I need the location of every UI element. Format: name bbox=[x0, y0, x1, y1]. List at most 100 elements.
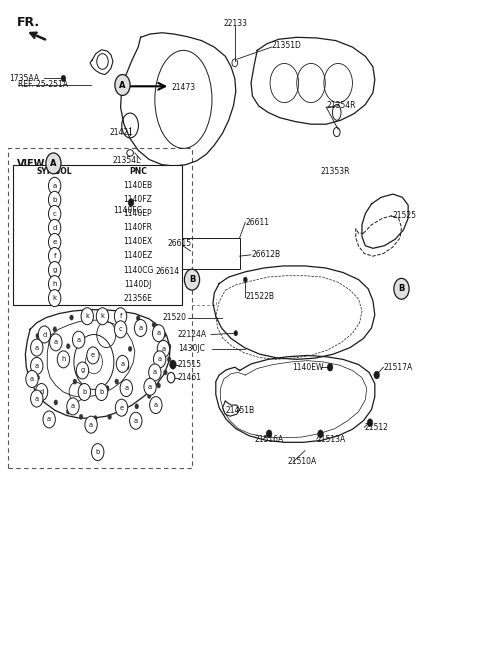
Circle shape bbox=[26, 371, 38, 388]
Text: a: a bbox=[124, 385, 128, 391]
Circle shape bbox=[108, 414, 111, 419]
Text: B: B bbox=[398, 284, 405, 293]
Text: 21353R: 21353R bbox=[321, 167, 350, 176]
Text: 26614: 26614 bbox=[156, 268, 180, 276]
Circle shape bbox=[169, 360, 176, 369]
Circle shape bbox=[78, 384, 91, 401]
Text: B: B bbox=[189, 275, 195, 284]
Circle shape bbox=[167, 344, 171, 349]
Circle shape bbox=[184, 269, 200, 290]
Circle shape bbox=[31, 390, 43, 407]
Text: 1140EW: 1140EW bbox=[292, 363, 324, 372]
Circle shape bbox=[130, 412, 142, 429]
Circle shape bbox=[103, 311, 107, 316]
Circle shape bbox=[96, 384, 108, 401]
Text: a: a bbox=[161, 346, 166, 352]
Circle shape bbox=[105, 386, 109, 391]
Text: k: k bbox=[100, 314, 105, 319]
Circle shape bbox=[76, 362, 89, 379]
Text: 1140EX: 1140EX bbox=[123, 237, 153, 247]
Circle shape bbox=[394, 278, 409, 299]
Circle shape bbox=[72, 331, 85, 348]
Circle shape bbox=[70, 315, 73, 320]
Circle shape bbox=[134, 319, 147, 337]
Text: 21451B: 21451B bbox=[225, 406, 254, 415]
Circle shape bbox=[135, 404, 139, 409]
Circle shape bbox=[154, 351, 166, 368]
Text: 21520: 21520 bbox=[162, 313, 186, 322]
Text: 1140FZ: 1140FZ bbox=[123, 195, 152, 204]
Text: a: a bbox=[120, 361, 124, 367]
Circle shape bbox=[48, 219, 61, 236]
Circle shape bbox=[78, 333, 82, 338]
Circle shape bbox=[48, 177, 61, 194]
Circle shape bbox=[114, 321, 127, 338]
Circle shape bbox=[128, 346, 132, 352]
Text: VIEW: VIEW bbox=[17, 159, 45, 169]
Text: a: a bbox=[54, 339, 58, 345]
Circle shape bbox=[84, 386, 88, 391]
Text: 21461: 21461 bbox=[178, 373, 202, 382]
Circle shape bbox=[125, 365, 129, 370]
Circle shape bbox=[152, 322, 156, 327]
Text: k: k bbox=[85, 314, 89, 319]
Circle shape bbox=[46, 153, 61, 174]
Circle shape bbox=[243, 277, 247, 282]
Circle shape bbox=[318, 430, 324, 438]
Text: a: a bbox=[35, 396, 39, 401]
Circle shape bbox=[43, 411, 55, 428]
Circle shape bbox=[374, 371, 380, 379]
Circle shape bbox=[31, 358, 43, 375]
Circle shape bbox=[67, 398, 79, 415]
Circle shape bbox=[31, 339, 43, 356]
Text: a: a bbox=[148, 384, 152, 390]
Text: c: c bbox=[119, 326, 122, 333]
Circle shape bbox=[87, 347, 99, 364]
Circle shape bbox=[120, 312, 123, 318]
Circle shape bbox=[61, 75, 66, 82]
Circle shape bbox=[53, 327, 57, 332]
Circle shape bbox=[115, 75, 130, 96]
Text: FR.: FR. bbox=[17, 16, 40, 29]
Circle shape bbox=[38, 326, 50, 343]
Circle shape bbox=[36, 384, 48, 401]
Text: a: a bbox=[35, 344, 39, 350]
Text: 1140EZ: 1140EZ bbox=[123, 251, 153, 260]
Text: 21354R: 21354R bbox=[326, 102, 356, 110]
Text: a: a bbox=[52, 183, 57, 189]
Text: A: A bbox=[50, 159, 57, 168]
Circle shape bbox=[49, 334, 62, 351]
Text: b: b bbox=[96, 449, 100, 455]
Circle shape bbox=[48, 276, 61, 293]
Circle shape bbox=[92, 443, 104, 461]
Text: 21525: 21525 bbox=[393, 211, 417, 220]
Text: g: g bbox=[52, 267, 57, 273]
Circle shape bbox=[81, 308, 94, 325]
Text: 1140CG: 1140CG bbox=[123, 266, 153, 274]
Text: 21354L: 21354L bbox=[112, 156, 140, 165]
Circle shape bbox=[66, 409, 70, 414]
Text: 1140FR: 1140FR bbox=[123, 224, 153, 232]
Circle shape bbox=[48, 262, 61, 279]
Text: e: e bbox=[120, 405, 123, 411]
Circle shape bbox=[163, 370, 167, 375]
Text: a: a bbox=[35, 363, 39, 369]
Text: b: b bbox=[99, 389, 104, 395]
Text: 22124A: 22124A bbox=[178, 330, 207, 339]
Circle shape bbox=[234, 331, 238, 336]
Circle shape bbox=[150, 397, 162, 413]
Text: 1430JC: 1430JC bbox=[178, 344, 204, 354]
Text: c: c bbox=[53, 211, 57, 217]
Text: b: b bbox=[82, 389, 86, 395]
Text: 26611: 26611 bbox=[245, 218, 269, 227]
Text: a: a bbox=[30, 376, 34, 382]
Text: 21517A: 21517A bbox=[384, 363, 413, 372]
Circle shape bbox=[115, 400, 128, 416]
Text: d: d bbox=[39, 389, 44, 395]
Circle shape bbox=[32, 361, 36, 366]
Circle shape bbox=[147, 394, 151, 399]
Text: d: d bbox=[52, 225, 57, 231]
Text: a: a bbox=[156, 330, 161, 337]
Circle shape bbox=[48, 205, 61, 222]
Circle shape bbox=[266, 430, 272, 438]
